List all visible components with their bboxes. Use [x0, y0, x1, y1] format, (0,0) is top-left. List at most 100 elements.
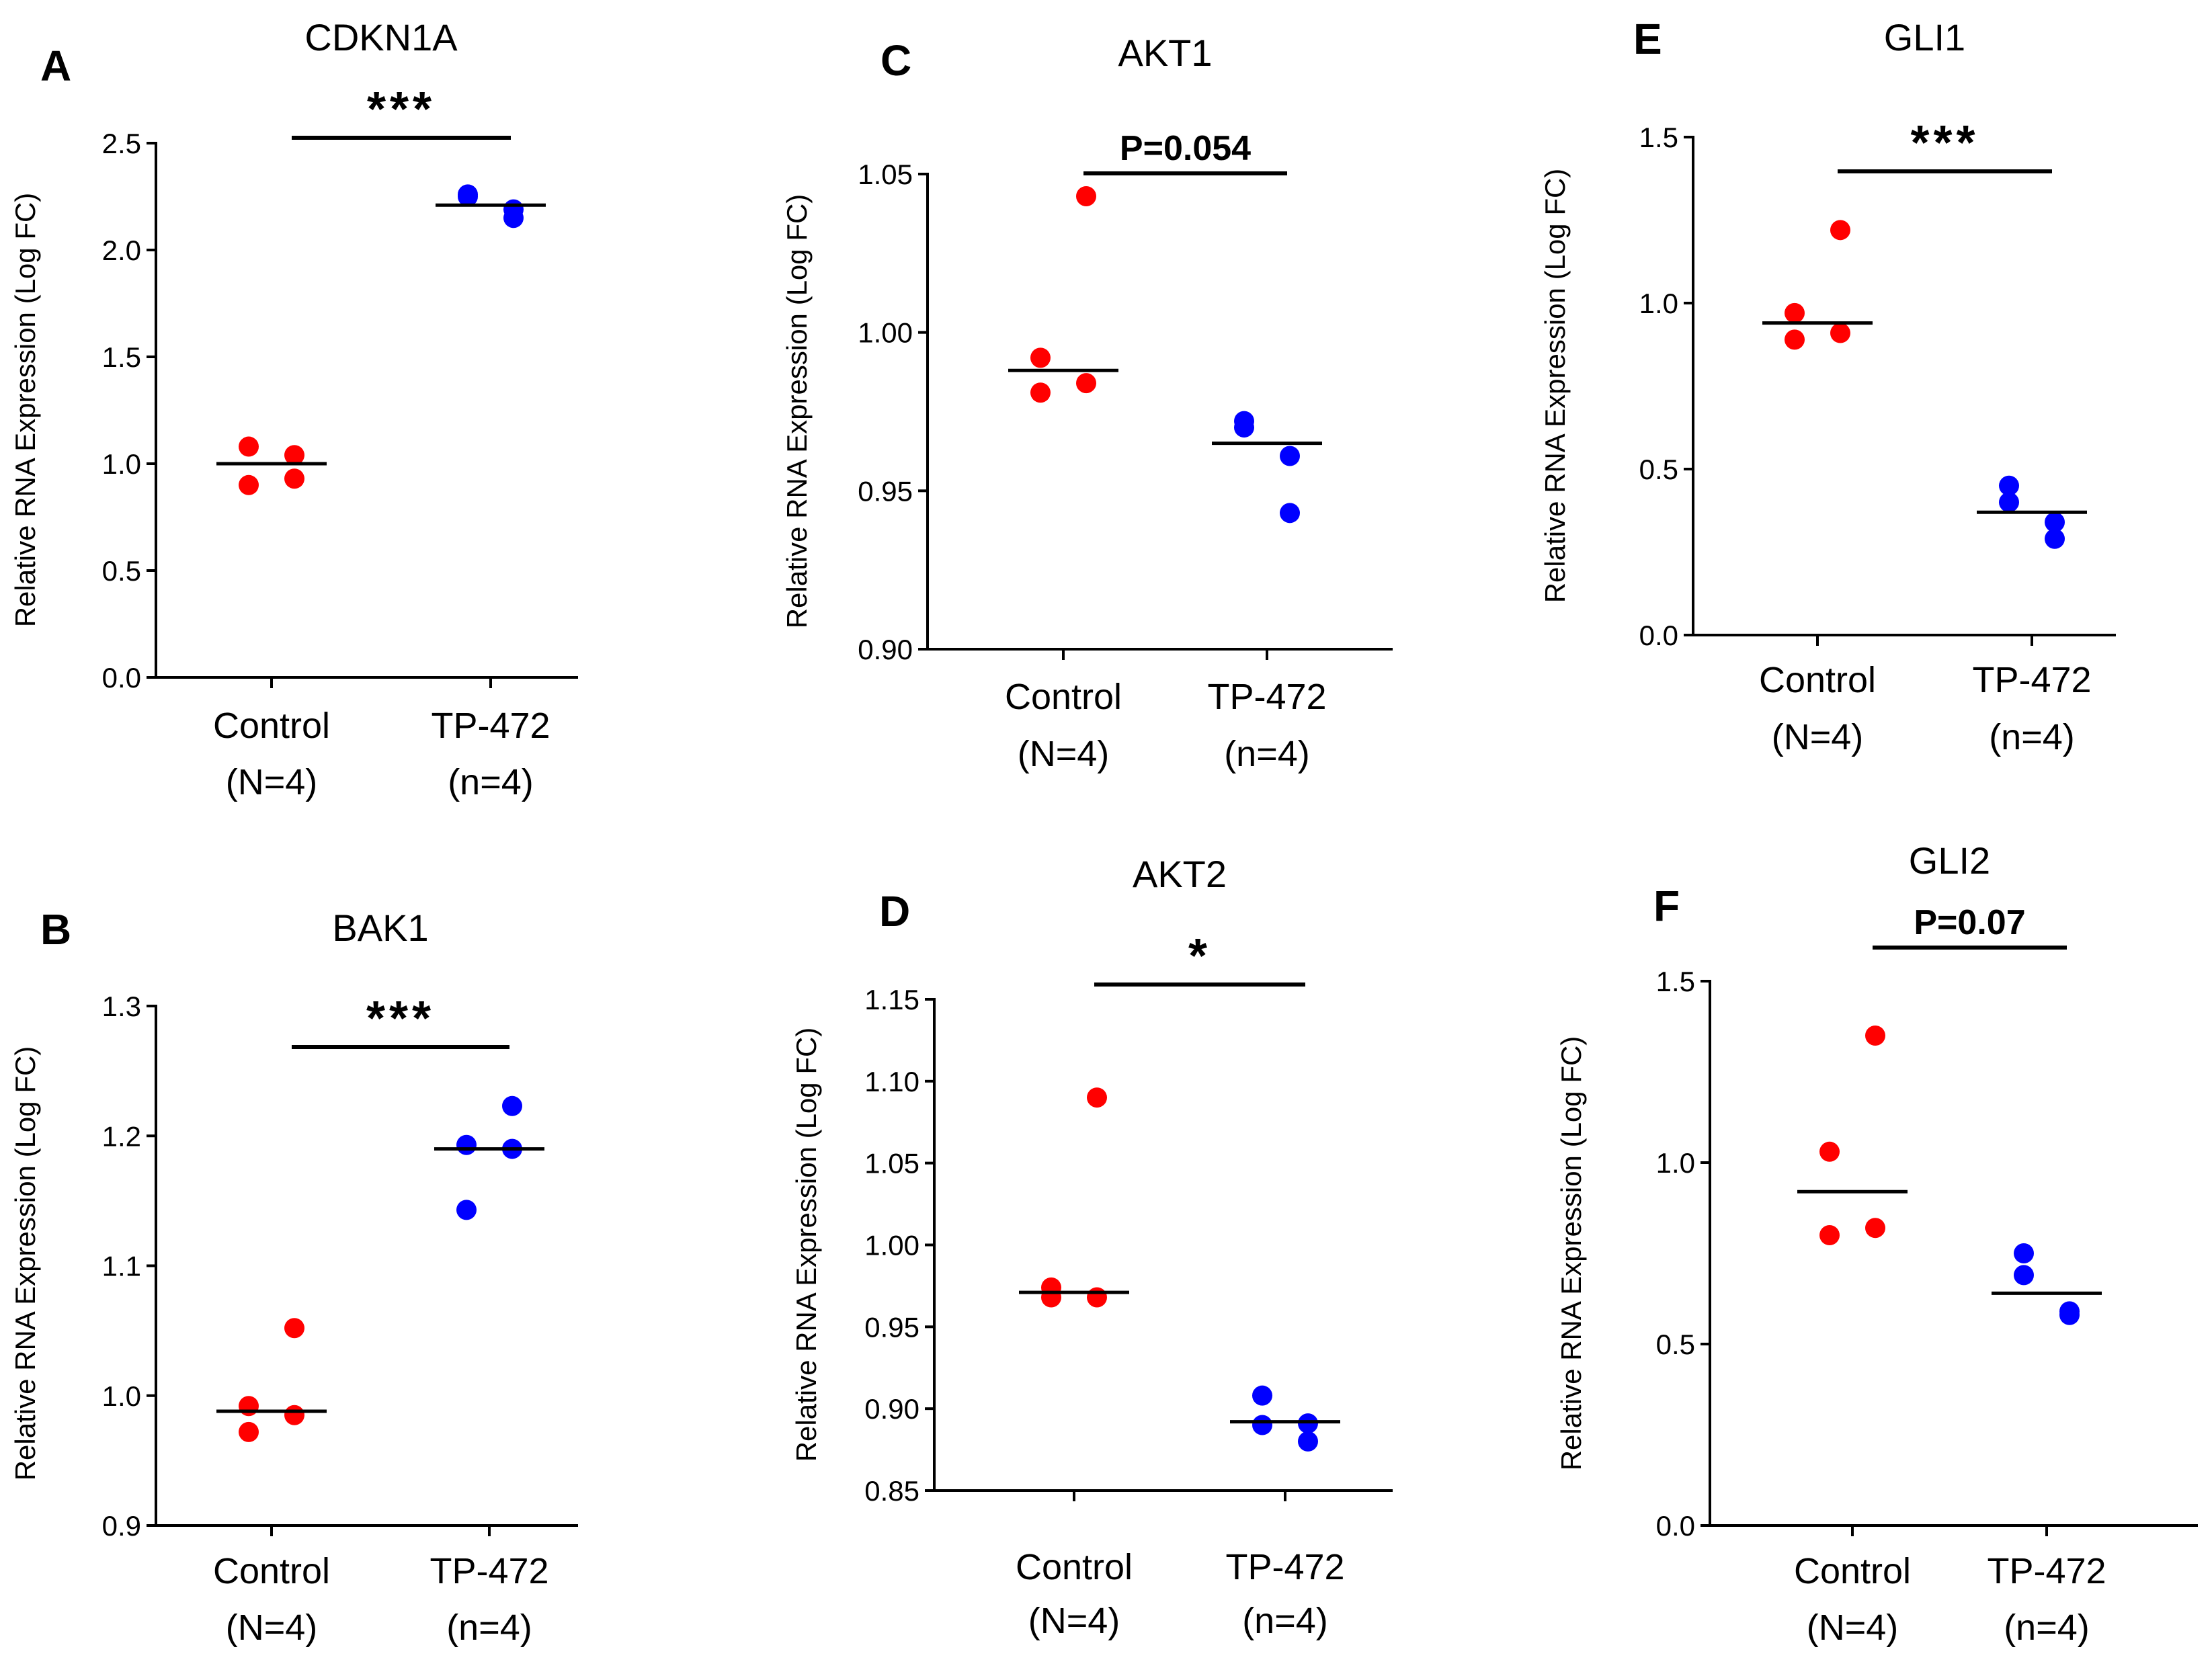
- y-tick-label: 2.5: [102, 128, 141, 159]
- data-point-control: [239, 474, 259, 495]
- panel-f: F GLI2 Relative RNA Expression (Log FC) 0.0…: [1555, 839, 2198, 1648]
- y-tick-label: 0.0: [1639, 620, 1678, 651]
- panel-letter: E: [1633, 15, 1662, 63]
- x-sample-size-label: (n=4): [1224, 734, 1310, 774]
- data-point-tp472: [1234, 411, 1254, 431]
- data-point-tp472: [1298, 1431, 1318, 1452]
- panel-title: GLI1: [1884, 16, 1965, 58]
- y-tick-label: 1.1: [102, 1251, 141, 1282]
- data-point-control: [1087, 1087, 1107, 1108]
- y-axis-label: Relative RNA Expression (Log FC): [781, 194, 813, 629]
- data-point-tp472: [456, 1200, 477, 1220]
- data-point-tp472: [503, 199, 524, 220]
- x-sample-size-label: (N=4): [1807, 1607, 1899, 1648]
- y-tick-label: 0.9: [102, 1510, 141, 1542]
- data-point-control: [1030, 382, 1051, 403]
- x-sample-size-label: (n=4): [446, 1607, 532, 1648]
- y-tick-label: 1.5: [1639, 122, 1678, 153]
- x-category-label: TP-472: [1207, 677, 1326, 717]
- y-axis-label: Relative RNA Expression (Log FC): [1555, 1036, 1587, 1471]
- y-tick-label: 1.0: [102, 448, 141, 480]
- panel-title: AKT1: [1118, 32, 1212, 74]
- x-category-label: Control: [1005, 677, 1122, 717]
- y-tick-label: 1.10: [864, 1066, 919, 1097]
- y-tick-label: 1.2: [102, 1120, 141, 1152]
- y-tick-label: 0.5: [1639, 454, 1678, 485]
- data-point-control: [1830, 220, 1850, 241]
- y-axis-label: Relative RNA Expression (Log FC): [9, 193, 41, 628]
- y-tick-label: 1.0: [102, 1380, 141, 1412]
- panel-letter: D: [879, 887, 910, 935]
- data-point-control: [284, 468, 304, 489]
- data-point-control: [284, 445, 304, 466]
- x-sample-size-label: (n=4): [1989, 717, 2075, 757]
- data-point-tp472: [456, 1134, 477, 1155]
- y-tick-label: 1.05: [864, 1148, 919, 1179]
- data-point-tp472: [1999, 492, 2019, 513]
- panel-letter: A: [40, 42, 71, 90]
- x-category-label: TP-472: [1972, 660, 2091, 700]
- data-point-tp472: [502, 1095, 522, 1116]
- panel-letter: B: [40, 905, 71, 954]
- x-sample-size-label: (N=4): [1028, 1601, 1120, 1641]
- significance-label: ***: [366, 992, 435, 1046]
- data-point-control: [1830, 323, 1850, 343]
- data-point-tp472: [458, 184, 478, 205]
- x-sample-size-label: (n=4): [448, 762, 534, 802]
- significance-label: ***: [367, 83, 436, 136]
- x-sample-size-label: (N=4): [1772, 717, 1864, 757]
- data-point-tp472: [1280, 503, 1300, 524]
- data-point-tp472: [1252, 1415, 1272, 1435]
- x-category-label: Control: [1794, 1551, 1911, 1591]
- y-tick-label: 1.00: [858, 317, 913, 349]
- y-tick-label: 1.00: [864, 1230, 919, 1261]
- data-point-control: [1076, 185, 1096, 206]
- y-tick-label: 0.90: [858, 634, 913, 665]
- x-category-label: TP-472: [1987, 1551, 2106, 1591]
- significance-label: P=0.054: [1120, 129, 1251, 168]
- significance-label: ***: [1910, 116, 1979, 170]
- panel-e: E GLI1 Relative RNA Expression (Log FC) 0.0…: [1539, 15, 2116, 757]
- data-point-control: [1041, 1277, 1061, 1298]
- data-point-control: [239, 436, 259, 457]
- y-tick-label: 1.5: [1656, 966, 1695, 997]
- y-tick-label: 0.0: [1656, 1510, 1695, 1542]
- data-point-tp472: [2014, 1243, 2034, 1263]
- x-category-label: Control: [1759, 660, 1876, 700]
- y-axis-label: Relative RNA Expression (Log FC): [790, 1028, 822, 1462]
- data-point-control: [1030, 347, 1051, 368]
- y-tick-label: 1.3: [102, 991, 141, 1022]
- data-point-control: [1087, 1287, 1107, 1308]
- x-sample-size-label: (N=4): [1018, 734, 1110, 774]
- panel-title: GLI2: [1909, 839, 1990, 882]
- x-sample-size-label: (N=4): [226, 762, 318, 802]
- data-point-tp472: [2045, 528, 2065, 549]
- data-point-control: [1785, 302, 1805, 323]
- y-tick-label: 0.90: [864, 1393, 919, 1425]
- y-tick-label: 1.05: [858, 159, 913, 190]
- data-point-tp472: [1280, 446, 1300, 466]
- data-point-control: [1819, 1141, 1840, 1162]
- y-tick-label: 0.0: [102, 662, 141, 694]
- data-point-control: [239, 1421, 259, 1442]
- y-tick-label: 0.85: [864, 1475, 919, 1507]
- y-tick-label: 0.95: [858, 475, 913, 507]
- panel-title: AKT2: [1133, 853, 1227, 895]
- data-point-tp472: [2014, 1265, 2034, 1286]
- x-category-label: TP-472: [431, 706, 550, 746]
- x-category-label: Control: [213, 706, 330, 746]
- panel-b: B BAK1 Relative RNA Expression (Log FC) 0.9…: [9, 905, 578, 1648]
- y-tick-label: 0.5: [102, 555, 141, 587]
- panel-title: CDKN1A: [304, 16, 458, 58]
- y-tick-label: 1.0: [1639, 288, 1678, 319]
- data-point-control: [239, 1396, 259, 1417]
- data-point-tp472: [2045, 512, 2065, 533]
- data-point-tp472: [1999, 475, 2019, 496]
- x-sample-size-label: (n=4): [2004, 1607, 2090, 1648]
- y-tick-label: 1.5: [102, 341, 141, 373]
- panel-letter: F: [1653, 882, 1680, 930]
- y-tick-label: 1.0: [1656, 1147, 1695, 1179]
- data-point-control: [284, 1318, 304, 1339]
- x-category-label: TP-472: [429, 1551, 548, 1591]
